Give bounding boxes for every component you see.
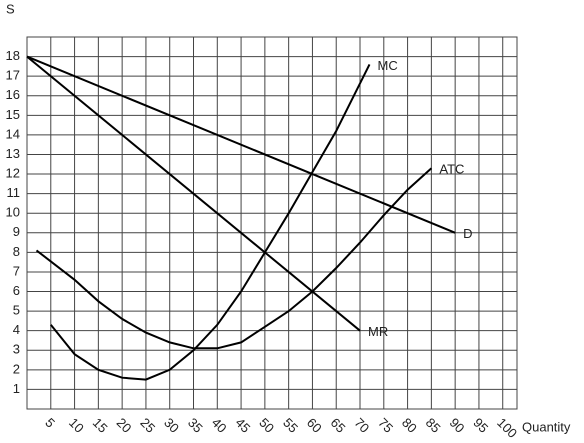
x-tick-label: 40 (209, 415, 230, 436)
y-tick-label: 1 (13, 381, 20, 396)
y-tick-label: 18 (6, 48, 20, 63)
x-tick-label: 45 (233, 415, 254, 436)
y-tick-label: 8 (13, 244, 20, 259)
y-tick-label: 11 (7, 185, 21, 200)
curve-label: MR (368, 324, 388, 339)
x-tick-label: 55 (280, 415, 301, 436)
x-tick-label: 85 (423, 415, 444, 436)
y-tick-label: 5 (13, 303, 20, 318)
y-tick-label: 12 (6, 165, 20, 180)
y-tick-label: 17 (6, 68, 20, 83)
curve (26, 55, 361, 332)
x-tick-label: 100 (494, 415, 520, 441)
x-tick-label: 75 (375, 415, 396, 436)
x-tick-label: 5 (42, 415, 58, 431)
plot-frame (26, 36, 518, 410)
x-tick-label: 70 (351, 415, 372, 436)
y-tick-label: 10 (6, 205, 20, 220)
y-tick-label: 14 (6, 126, 20, 141)
x-tick-label: 80 (399, 415, 420, 436)
curve-label: MC (378, 58, 398, 73)
y-tick-label: 13 (6, 146, 20, 161)
x-tick-label: 50 (256, 415, 277, 436)
x-tick-label: 65 (328, 415, 349, 436)
x-tick-label: 60 (304, 415, 325, 436)
x-tick-label: 20 (114, 415, 135, 436)
y-axis-label: S (6, 1, 15, 16)
y-tick-label: 16 (6, 87, 20, 102)
x-tick-label: 15 (90, 415, 111, 436)
x-tick-label: 10 (66, 415, 87, 436)
curve-label: ATC (439, 162, 464, 177)
curve (35, 167, 433, 350)
curve-label: D (463, 226, 472, 241)
x-tick-label: 95 (470, 415, 491, 436)
x-tick-label: 35 (185, 415, 206, 436)
y-tick-label: 4 (13, 322, 20, 337)
curve (50, 63, 371, 381)
y-tick-label: 7 (13, 263, 20, 278)
y-tick-label: 2 (13, 361, 20, 376)
y-tick-label: 6 (13, 283, 20, 298)
y-tick-label: 3 (13, 342, 20, 357)
x-tick-label: 30 (161, 415, 182, 436)
x-axis-label: Quantity (522, 419, 571, 434)
x-tick-label: 25 (137, 415, 158, 436)
x-tick-label: 90 (447, 415, 468, 436)
y-tick-label: 15 (6, 107, 20, 122)
y-tick-label: 9 (13, 224, 20, 239)
curve (26, 55, 456, 234)
